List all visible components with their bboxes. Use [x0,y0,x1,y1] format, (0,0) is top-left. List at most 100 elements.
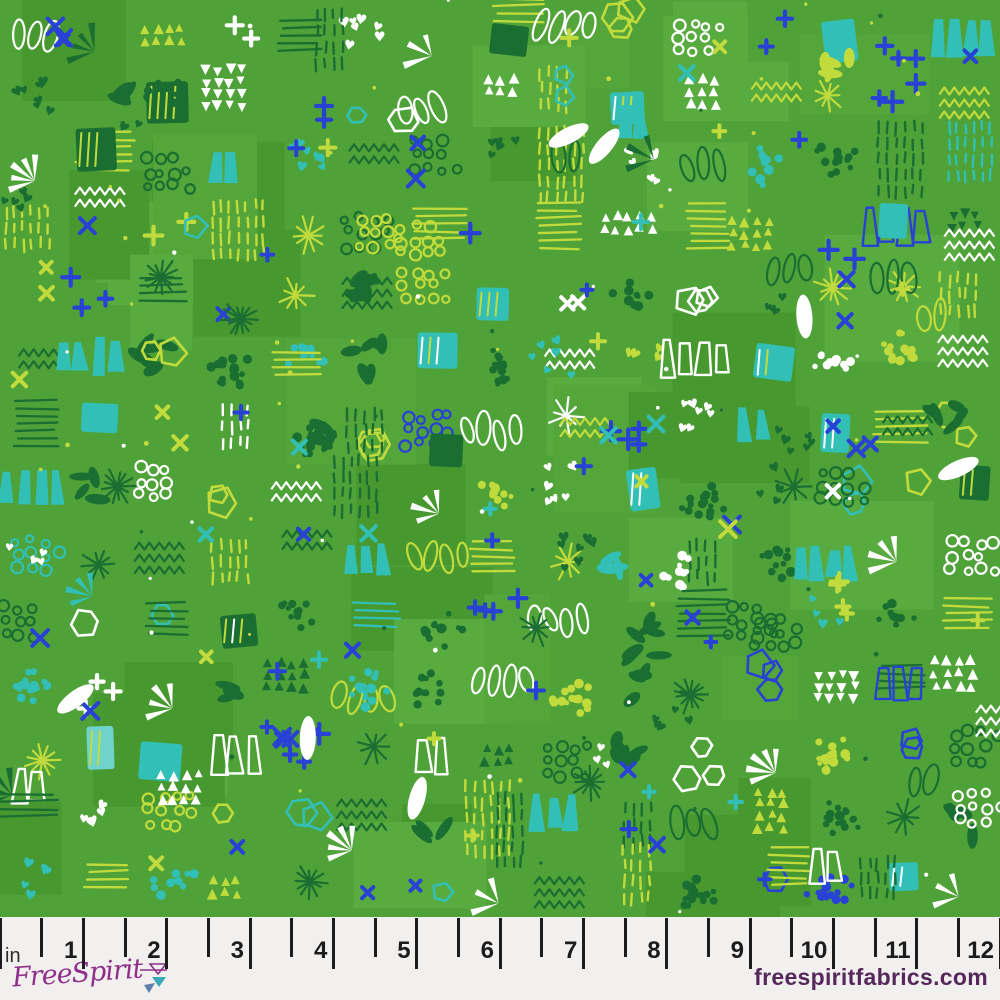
svg-text:♥: ♥ [771,423,785,438]
svg-text:♥: ♥ [373,29,385,45]
svg-text:♥: ♥ [16,184,31,201]
svg-text:♥: ♥ [816,617,829,633]
ruler-number: 1 [63,937,78,964]
svg-text:♥: ♥ [777,431,794,450]
ruler-half-tick [373,918,377,957]
svg-text:♥: ♥ [767,459,783,477]
svg-text:♥: ♥ [31,92,46,109]
ruler-half-tick [873,918,877,957]
svg-text:♥: ♥ [37,75,50,91]
svg-text:♥: ♥ [370,18,385,35]
svg-text:♥: ♥ [31,100,43,113]
svg-text:♥: ♥ [20,855,36,874]
ruler-inch-tick [248,918,252,969]
svg-text:♥: ♥ [561,491,571,504]
svg-text:♥: ♥ [78,811,90,827]
svg-text:♥: ♥ [645,171,658,186]
svg-text:♥: ♥ [557,530,572,548]
svg-text:♥: ♥ [0,195,10,210]
svg-text:♥: ♥ [785,446,796,458]
ruler-inch-tick [581,918,585,969]
ruler-inch-tick [415,918,419,969]
svg-text:♥: ♥ [36,556,47,570]
svg-text:♥: ♥ [595,741,607,756]
svg-text:♥: ♥ [591,753,603,768]
ruler-number: 5 [397,937,411,964]
ruler-inch-tick [748,918,752,969]
ruler-number: 11 [885,937,911,964]
svg-text:♥: ♥ [84,813,101,832]
svg-text:♥: ♥ [42,103,57,120]
svg-text:♥: ♥ [678,688,689,701]
svg-text:♥: ♥ [539,478,555,496]
svg-text:♥: ♥ [4,542,14,555]
svg-text:♥: ♥ [131,117,145,132]
ruler-inch-tick [998,918,1000,969]
svg-text:♥: ♥ [534,337,549,354]
freespirit-logo: FreeSpirit [11,953,174,997]
svg-text:♥: ♥ [23,887,38,905]
svg-text:♥: ♥ [555,537,569,553]
ruler-number: 6 [480,937,494,964]
svg-text:♥: ♥ [492,134,505,150]
svg-text:♥: ♥ [669,705,680,718]
svg-text:♥: ♥ [810,608,822,621]
ruler-half-tick [206,918,210,957]
svg-text:♥: ♥ [777,290,788,304]
ruler-half-tick [623,918,627,957]
svg-text:♥: ♥ [585,534,602,553]
svg-text:♥: ♥ [86,812,101,829]
svg-text:♥: ♥ [121,94,132,108]
svg-text:♥: ♥ [485,148,498,163]
ruler-inch-tick [665,918,669,969]
svg-text:♥: ♥ [14,200,28,217]
svg-text:♥: ♥ [767,303,779,317]
svg-text:♥: ♥ [682,713,696,729]
svg-text:♥: ♥ [801,441,813,456]
svg-text:♥: ♥ [342,37,356,54]
ruler-unit-label: in [5,945,21,967]
svg-text:♥: ♥ [36,546,49,561]
ruler-number: 4 [313,937,328,964]
ruler-half-tick [290,918,294,957]
svg-text:♥: ♥ [95,804,109,820]
svg-text:♥: ♥ [806,437,816,449]
svg-text:♥: ♥ [509,133,521,148]
svg-text:♥: ♥ [601,758,613,772]
ruler-inch-tick [915,918,919,969]
website-url: freespiritfabrics.com [754,964,988,990]
ruler-inch-tick [165,918,169,969]
svg-text:♥: ♥ [337,15,351,32]
ruler-number: 12 [967,937,994,964]
ruler-number: 7 [563,937,578,964]
svg-text:♥: ♥ [755,488,766,501]
ruler-half-tick [790,918,794,957]
svg-text:♥: ♥ [353,11,368,29]
svg-text:♥: ♥ [566,369,576,382]
svg-text:♥: ♥ [572,555,585,570]
ruler-half-tick [40,918,44,957]
svg-text:♥: ♥ [541,460,555,476]
ruler-inch-tick [81,918,85,969]
ruler-number: 3 [230,937,244,964]
svg-text:♥: ♥ [527,351,538,364]
svg-text:♥: ♥ [685,396,701,414]
svg-text:♥: ♥ [0,203,1,217]
ruler-half-tick [123,918,127,957]
svg-text:♥: ♥ [761,301,773,315]
svg-text:♥: ♥ [581,532,594,548]
svg-text:♥: ♥ [621,345,637,363]
svg-text:♥: ♥ [560,562,570,575]
svg-text:♥: ♥ [678,398,690,411]
freespirit-logo-icon [140,963,169,993]
svg-text:♥: ♥ [675,420,690,437]
ruler-half-tick [706,918,710,957]
svg-text:♥: ♥ [834,615,846,629]
ruler-half-tick [456,918,460,957]
ruler-number: 9 [730,937,744,964]
svg-text:♥: ♥ [294,158,309,176]
svg-text:♥: ♥ [348,16,359,29]
svg-text:♥: ♥ [309,148,324,165]
